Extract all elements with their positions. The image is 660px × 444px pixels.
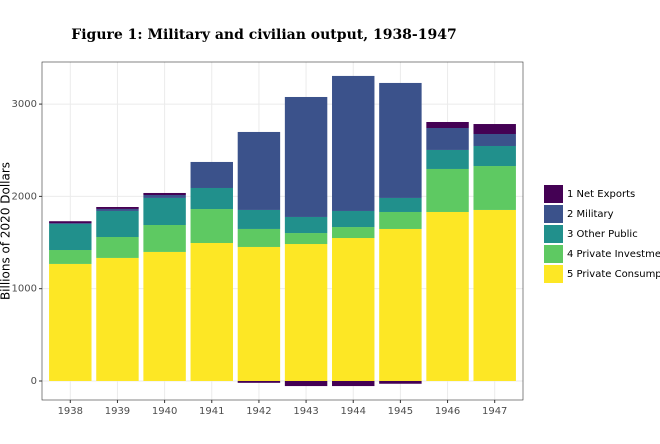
bar-segment [473, 133, 516, 146]
legend-label: 2 Military [567, 209, 614, 220]
bar-segment [237, 246, 281, 381]
bar-segment [473, 166, 516, 210]
bar-segment [143, 197, 186, 226]
bar-segment [190, 161, 233, 188]
bar-segment [379, 211, 422, 229]
plot-border [41, 61, 524, 401]
bar-segment [96, 210, 139, 237]
legend-swatch [544, 265, 563, 283]
bar-segment [96, 208, 139, 211]
bar-segment [332, 238, 375, 381]
bar-segment [96, 207, 139, 209]
legend-label: 3 Other Public [567, 229, 638, 240]
bar-segment [284, 244, 328, 381]
y-tick-label: 3000 [12, 99, 37, 110]
bar-segment [49, 250, 92, 264]
y-tick-label: 2000 [12, 191, 37, 202]
bar-segment [426, 211, 469, 381]
legend-swatch [544, 225, 563, 243]
x-tick-label: 1943 [293, 406, 318, 417]
bar-segment [284, 233, 328, 245]
bar-segment [284, 96, 328, 217]
legend-swatch [544, 185, 563, 203]
bar-segment [379, 197, 422, 212]
x-tick-label: 1940 [152, 406, 177, 417]
bar-segment [332, 380, 375, 387]
bar-segment [143, 195, 186, 198]
bar-segment [284, 216, 328, 234]
x-tick-label: 1942 [246, 406, 271, 417]
x-tick-label: 1947 [482, 406, 507, 417]
legend-label: 5 Private Consumption [567, 269, 660, 280]
bar-segment [49, 223, 92, 251]
bar-segment [332, 75, 375, 211]
bar-segment [190, 209, 233, 243]
bar-segment [426, 168, 469, 212]
bar-segment [332, 210, 375, 228]
bar-segment [96, 257, 139, 381]
x-tick-label: 1941 [199, 406, 224, 417]
bar-segment [237, 228, 281, 247]
bar-segment [237, 380, 281, 383]
bar-segment [379, 380, 422, 384]
bar-segment [143, 251, 186, 381]
x-tick-label: 1944 [341, 406, 366, 417]
y-axis-title: Billions of 2020 Dollars [0, 162, 13, 300]
legend-swatch [544, 245, 563, 263]
bar-segment [426, 121, 469, 128]
bar-segment [190, 187, 233, 210]
bar-segment [426, 149, 469, 169]
bar-segment [96, 236, 139, 258]
bar-segment [237, 131, 281, 210]
x-tick-label: 1939 [105, 406, 130, 417]
legend-label: 4 Private Investment [567, 249, 660, 260]
legend-swatch [544, 205, 563, 223]
x-tick-label: 1945 [388, 406, 413, 417]
x-tick-label: 1938 [58, 406, 83, 417]
legend-label: 1 Net Exports [567, 189, 635, 200]
bar-segment [473, 209, 516, 381]
bar-segment [473, 145, 516, 167]
bar-segment [426, 127, 469, 150]
bar-segment [379, 228, 422, 381]
bar-segment [190, 242, 233, 381]
y-tick-label: 1000 [12, 284, 37, 295]
bar-segment [332, 227, 375, 239]
bar-segment [473, 124, 516, 134]
x-tick-label: 1946 [435, 406, 460, 417]
bar-segment [49, 223, 92, 224]
y-tick-label: 0 [31, 376, 37, 387]
bar-segment [237, 209, 281, 229]
bar-segment [379, 82, 422, 198]
chart-title: Figure 1: Military and civilian output, … [71, 27, 456, 43]
bar-segment [143, 225, 186, 252]
bar-segment [284, 380, 328, 387]
bar-segment [143, 192, 186, 196]
bar-segment [49, 263, 92, 381]
bar-segment [49, 221, 92, 224]
